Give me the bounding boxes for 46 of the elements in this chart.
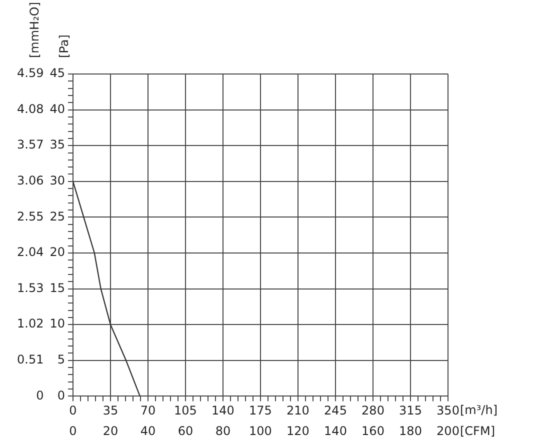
y-tick-label: 15 <box>50 280 65 295</box>
y-tick-label: 25 <box>50 209 65 224</box>
y2-axis-title: [mmH₂O] <box>27 2 42 58</box>
x-tick-label: 175 <box>249 404 272 418</box>
x2-tick-label: 80 <box>215 424 231 438</box>
x2-tick-label: 60 <box>178 424 194 438</box>
x-tick-label: 105 <box>174 404 197 418</box>
x-tick-label: 70 <box>140 404 156 418</box>
x-tick-label: 350 <box>436 404 460 418</box>
y2-tick-label: 3.57 <box>17 138 44 152</box>
y2-tick-label: 0 <box>36 388 44 402</box>
y-tick-label: 40 <box>50 102 65 116</box>
x2-tick-label: 160 <box>362 424 384 438</box>
x2-tick-label: 140 <box>324 424 347 438</box>
y2-tick-label: 0.51 <box>17 352 44 367</box>
y-tick-label: 20 <box>50 245 65 260</box>
x2-tick-label: 100 <box>249 424 272 438</box>
y2-tick-label: 4.59 <box>17 66 44 80</box>
x2-tick-label: 180 <box>399 424 422 438</box>
x2-tick-label: 120 <box>286 424 310 438</box>
y-tick-label: 35 <box>50 138 65 152</box>
x2-tick-label: 200 <box>436 424 460 438</box>
y2-tick-label: 1.53 <box>17 280 44 295</box>
y2-tick-label: 1.02 <box>17 316 44 331</box>
x-tick-label: 140 <box>212 404 234 418</box>
y2-tick-label: 2.55 <box>17 209 44 224</box>
y-axis-title: [Pa] <box>56 34 71 58</box>
y2-tick-label: 3.06 <box>17 174 44 188</box>
y2-tick-label: 4.08 <box>17 102 44 116</box>
x2-tick-label: 0 <box>69 424 77 438</box>
y-tick-label: 10 <box>50 316 65 331</box>
x-tick-label: 315 <box>399 404 422 418</box>
y-tick-label: 5 <box>57 352 65 367</box>
x-tick-label: 35 <box>102 404 118 418</box>
y-tick-label: 30 <box>50 174 65 188</box>
x-tick-label: 280 <box>362 404 384 418</box>
y-tick-label: 0 <box>57 388 65 402</box>
x2-tick-label: 40 <box>140 424 156 438</box>
x-tick-label: 210 <box>286 404 310 418</box>
y2-tick-label: 2.04 <box>17 245 44 260</box>
x-axis-title: [m³/h] <box>460 403 498 418</box>
x-tick-label: 0 <box>69 404 77 418</box>
y-tick-label: 45 <box>50 66 65 80</box>
x2-tick-label: 20 <box>102 424 118 438</box>
x2-axis-title: [CFM] <box>460 424 495 438</box>
x-tick-label: 245 <box>324 404 347 418</box>
